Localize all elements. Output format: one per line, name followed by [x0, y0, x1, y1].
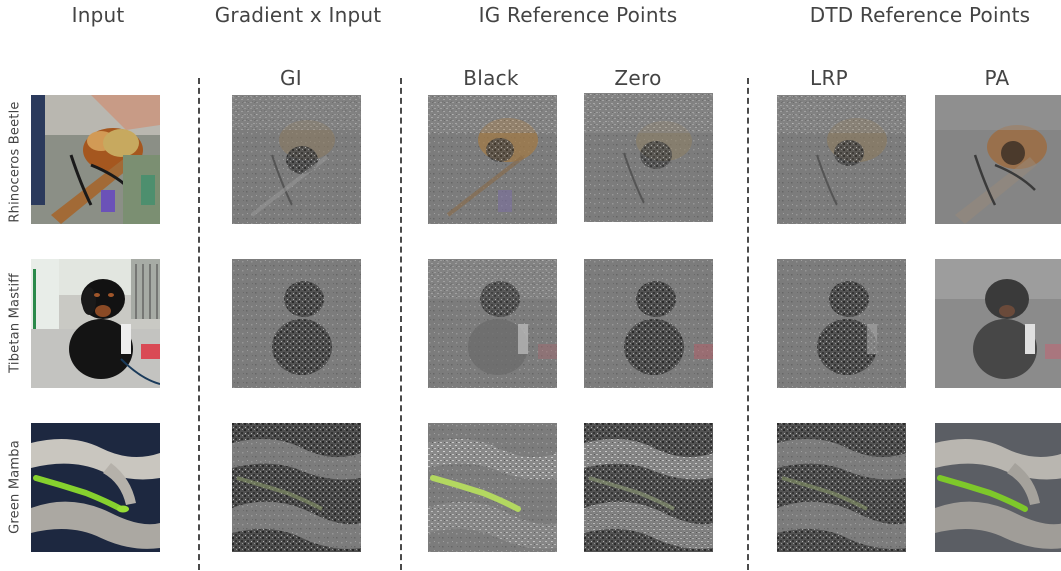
group-title-dtd-reference-points: DTD Reference Points — [809, 3, 1031, 27]
column-title-pa: PA — [984, 66, 1010, 90]
gi-heatmap-tibetan-mastiff — [232, 259, 361, 388]
pa-heatmap-rhinoceros-beetle — [935, 95, 1061, 224]
column-title-zero: Zero — [614, 66, 662, 90]
gi-heatmap-rhinoceros-beetle — [232, 95, 361, 224]
lrp-heatmap-tibetan-mastiff — [777, 259, 906, 388]
divider-ig-dtd — [747, 78, 749, 570]
input-image-rhinoceros-beetle — [31, 95, 160, 224]
divider-input-gradient — [198, 78, 200, 570]
column-title-black: Black — [463, 66, 519, 90]
input-image-tibetan-mastiff — [31, 259, 160, 388]
ig-zero-heatmap-rhinoceros-beetle — [584, 93, 713, 222]
lrp-heatmap-rhinoceros-beetle — [777, 95, 906, 224]
ig-black-heatmap-tibetan-mastiff — [428, 259, 557, 388]
ig-zero-heatmap-green-mamba — [584, 423, 713, 552]
gi-heatmap-green-mamba — [232, 423, 361, 552]
row-label-rhinoceros-beetle: Rhinoceros Beetle — [7, 101, 23, 223]
row-label-green-mamba: Green Mamba — [7, 440, 23, 534]
group-title-ig-reference-points: IG Reference Points — [478, 3, 678, 27]
pa-heatmap-green-mamba — [935, 423, 1061, 552]
column-title-lrp: LRP — [810, 66, 848, 90]
group-title-gradient-x-input: Gradient x Input — [214, 3, 382, 27]
ig-zero-heatmap-tibetan-mastiff — [584, 259, 713, 388]
pa-heatmap-tibetan-mastiff — [935, 259, 1061, 388]
ig-black-heatmap-green-mamba — [428, 423, 557, 552]
lrp-heatmap-green-mamba — [777, 423, 906, 552]
column-title-gi: GI — [280, 66, 302, 90]
ig-black-heatmap-rhinoceros-beetle — [428, 95, 557, 224]
row-label-tibetan-mastiff: Tibetan Mastiff — [7, 273, 23, 373]
divider-gradient-ig — [400, 78, 402, 570]
group-title-input: Input — [71, 3, 125, 27]
input-image-green-mamba — [31, 423, 160, 552]
